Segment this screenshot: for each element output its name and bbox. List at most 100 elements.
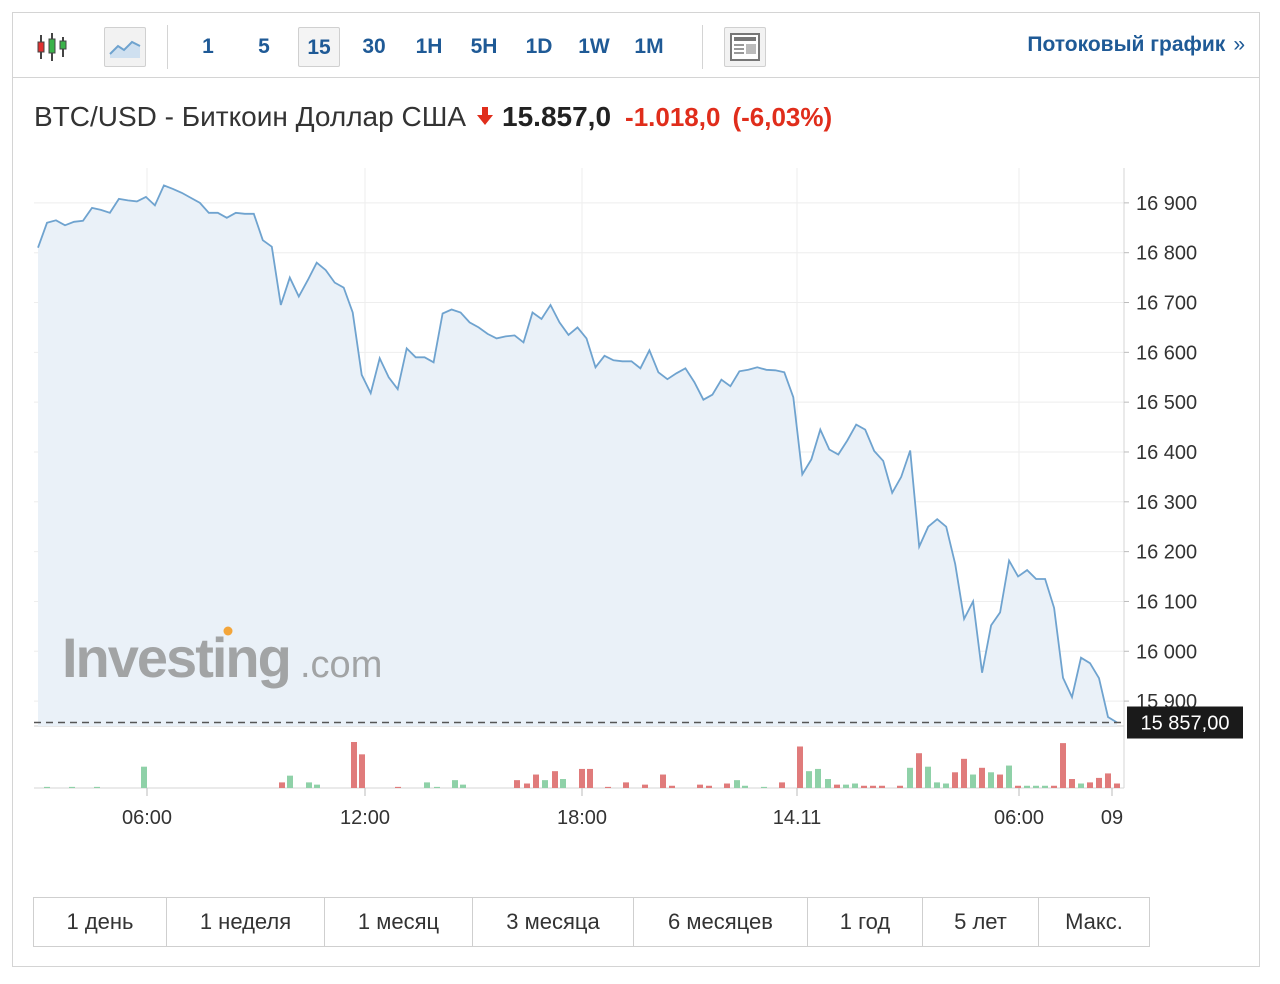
volume-bar [815,768,821,788]
volume-bar [452,780,458,788]
volume-bar [761,786,767,788]
volume-bar [623,782,629,788]
volume-bar [870,785,876,788]
volume-bar [724,783,730,788]
range-6-months[interactable]: 6 месяцев [634,898,808,946]
timeframe-5h[interactable]: 5H [470,35,498,58]
area-chart-icon[interactable] [104,27,146,67]
volume-bar [587,768,593,788]
range-3-months[interactable]: 3 месяца [473,898,634,946]
volume-bar [141,766,147,788]
volume-bar [524,783,530,788]
timeframe-1d[interactable]: 1D [525,35,553,58]
volume-bar [287,775,293,788]
volume-bar [779,782,785,788]
timeframe-15[interactable]: 15 [298,27,340,67]
y-tick-label: 16 500 [1136,392,1197,414]
volume-bar [514,780,520,788]
timeframe-1h[interactable]: 1H [415,35,443,58]
timeframe-1m[interactable]: 1M [634,35,664,58]
candlestick-chart-icon[interactable] [33,27,73,67]
timeframe-30[interactable]: 30 [362,35,386,58]
volume-bar [1006,765,1012,788]
volume-bar [961,758,967,788]
volume-bar [742,785,748,788]
volume-bar [934,782,940,788]
volume-bar [916,753,922,788]
table-layout-icon[interactable] [724,27,766,67]
streaming-chart-link[interactable]: Потоковый график » [1027,33,1245,57]
volume-bar [434,786,440,788]
volume-bar [460,784,466,788]
volume-bar [560,779,566,788]
x-axis-labels: 06:00 12:00 18:00 14.11 06:00 09 [122,788,1123,829]
price-area-fill [38,185,1117,726]
volume-bar [552,771,558,788]
volume-bar [952,772,958,788]
volume-bar [925,766,931,788]
volume-bar [806,771,812,788]
toolbar-separator [702,25,703,69]
arrow-down-icon [476,106,494,132]
volume-bar [797,746,803,788]
toolbar-separator [167,25,168,69]
y-tick-label: 16 000 [1136,641,1197,663]
chart-toolbar: 1 5 15 30 1H 5H 1D 1W 1M Потоковый графи… [13,13,1259,78]
volume-bar [306,782,312,788]
range-1-month[interactable]: 1 месяц [325,898,473,946]
volume-bar [943,783,949,788]
volume-bar [1069,779,1075,788]
y-tick-label: 16 300 [1136,492,1197,514]
price-change-percent: (-6,03%) [732,102,833,132]
volume-bar [706,785,712,788]
volume-bar [1105,773,1111,788]
timeframe-1w[interactable]: 1W [578,35,610,58]
volume-bar [852,783,858,788]
range-max[interactable]: Макс. [1039,898,1149,946]
y-tick-label: 16 200 [1136,542,1197,564]
volume-bar [605,786,611,788]
x-tick-label: 06:00 [122,807,172,829]
quote-header: BTC/USD - Биткоин Доллар США 15.857,0 -1… [34,101,832,137]
volume-bar [825,779,831,788]
range-1-week[interactable]: 1 неделя [167,898,325,946]
volume-bar [734,780,740,788]
y-tick-label: 16 900 [1136,193,1197,215]
volume-bar [1015,785,1021,788]
x-tick-label: 12:00 [340,807,390,829]
timeframe-5[interactable]: 5 [258,35,270,58]
range-1-day[interactable]: 1 день [34,898,167,946]
volume-bar [533,774,539,788]
volume-bar [1042,785,1048,788]
chevron-right-icon: » [1233,33,1245,56]
y-tick-label: 16 100 [1136,591,1197,613]
volume-bar [697,784,703,788]
timeframe-1[interactable]: 1 [202,35,214,58]
volume-bar [1114,783,1120,788]
volume-bar [94,786,100,788]
x-tick-label: 14.11 [773,807,822,829]
volume-bar [1096,777,1102,788]
y-tick-label: 16 700 [1136,293,1197,315]
volume-bar [988,772,994,788]
range-5-years[interactable]: 5 лет [923,898,1039,946]
volume-bar [579,768,585,788]
volume-bar [970,774,976,788]
y-tick-label: 16 600 [1136,342,1197,364]
instrument-name: BTC/USD - Биткоин Доллар США [34,101,467,132]
volume-bar [642,784,648,788]
x-tick-label: 09 [1101,807,1123,829]
investing-watermark: Investing .com [62,626,382,689]
current-price-value: 15 857,00 [1141,713,1230,735]
volume-bar [69,786,75,788]
volume-bar [314,784,320,788]
watermark-suffix: .com [300,644,382,686]
volume-bar [997,774,1003,788]
range-1-year[interactable]: 1 год [808,898,923,946]
volume-bar [660,774,666,788]
volume-bar [359,754,365,788]
volume-bar [843,784,849,788]
watermark-dot [223,626,233,636]
